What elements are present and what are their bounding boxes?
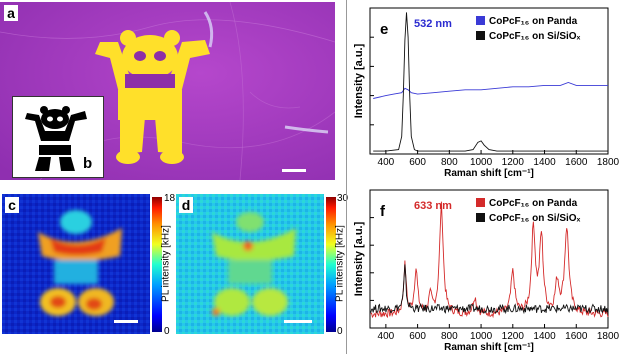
x-tick-label: 800 <box>441 157 458 168</box>
series-line-1 <box>373 82 608 99</box>
legend-entry: CoPcF₁₆ on Si/SiOₓ <box>489 213 581 224</box>
panel-d-map <box>176 194 324 334</box>
x-axis-label: Raman shift [cm⁻¹] <box>444 342 534 353</box>
panda-yellow-pattern <box>95 30 210 164</box>
x-tick-label: 1000 <box>470 157 493 168</box>
vertical-divider <box>346 0 347 354</box>
series-line-2 <box>373 12 608 152</box>
wavelength-annotation: 633 nm <box>414 200 452 212</box>
x-tick-label: 1200 <box>502 157 525 168</box>
scale-bar <box>284 320 312 323</box>
panel-label-c: c <box>5 197 19 213</box>
panel-c: c <box>2 194 150 334</box>
colorbar-c-label: PL intensity [kHz] <box>160 225 172 302</box>
legend-swatch <box>476 16 485 25</box>
colorbar-c-min: 0 <box>164 326 170 337</box>
panel-c-map <box>2 194 150 334</box>
panel-a-image <box>0 2 335 180</box>
legend-swatch <box>476 31 485 40</box>
x-tick-label: 600 <box>409 331 426 342</box>
x-axis-label: Raman shift [cm⁻¹] <box>444 168 534 179</box>
panel-label-f: f <box>380 203 386 220</box>
x-tick-label: 1400 <box>533 331 556 342</box>
x-tick-label: 1000 <box>470 331 493 342</box>
x-tick-label: 1400 <box>533 157 556 168</box>
legend-swatch <box>476 213 485 222</box>
colorbar-d-max: 30 <box>337 193 349 204</box>
scale-bar <box>114 320 138 323</box>
colorbar-d-label: PL intensity [kHz] <box>334 225 346 302</box>
panel-label-e: e <box>380 21 388 38</box>
legend-entry: CoPcF₁₆ on Panda <box>489 198 578 209</box>
legend-entry: CoPcF₁₆ on Si/SiOₓ <box>489 31 581 42</box>
panel-d: d <box>176 194 324 334</box>
series-line-1 <box>370 201 609 319</box>
colorbar-d-min: 0 <box>337 326 343 337</box>
colorbar-c-max: 18 <box>164 193 176 204</box>
x-tick-label: 1800 <box>597 157 619 168</box>
x-tick-label: 400 <box>378 331 395 342</box>
x-tick-label: 600 <box>409 157 426 168</box>
x-tick-label: 400 <box>378 157 395 168</box>
plot-frame <box>369 189 609 329</box>
colorbar-c <box>152 197 162 332</box>
x-tick-label: 1600 <box>565 331 588 342</box>
plot-frame <box>369 7 609 155</box>
x-tick-label: 1600 <box>565 157 588 168</box>
legend-entry: CoPcF₁₆ on Panda <box>489 16 578 27</box>
y-axis-label: Intensity [a.u.] <box>353 221 365 296</box>
scale-bar <box>282 169 306 172</box>
wavelength-annotation: 532 nm <box>414 18 452 30</box>
panel-b: b <box>12 96 104 178</box>
y-axis-label: Intensity [a.u.] <box>353 43 365 118</box>
panel-label-b: b <box>83 155 93 172</box>
panel-a: a <box>0 2 335 180</box>
panel-label-d: d <box>179 197 193 213</box>
x-tick-label: 1800 <box>597 331 619 342</box>
x-tick-label: 800 <box>441 331 458 342</box>
x-tick-label: 1200 <box>502 331 525 342</box>
panel-label-a: a <box>4 5 18 21</box>
panel-b-silhouette <box>25 106 87 171</box>
series-line-2 <box>370 264 609 315</box>
colorbar-d <box>326 197 336 332</box>
legend-swatch <box>476 198 485 207</box>
